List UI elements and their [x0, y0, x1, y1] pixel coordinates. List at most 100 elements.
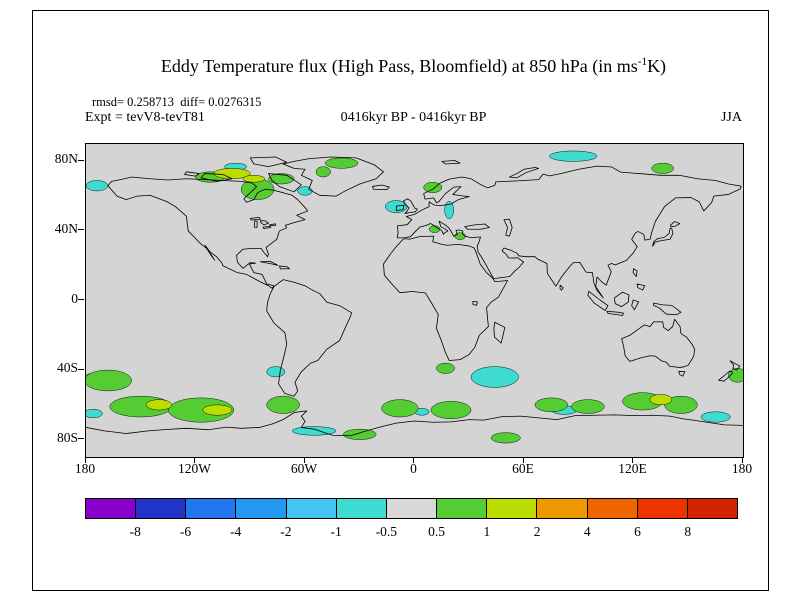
colorbar-tick-label: 0.5: [428, 524, 446, 539]
y-axis-label: 80N: [54, 151, 78, 167]
colorbar-cell: [486, 498, 538, 519]
colorbar-cell: [385, 498, 438, 519]
coastline: [269, 223, 277, 227]
anomaly-patch: [700, 411, 731, 423]
coastline: [718, 370, 733, 382]
coastline: [107, 176, 309, 289]
coastline: [670, 221, 681, 228]
colorbar-cell: [686, 498, 739, 519]
coastline: [259, 220, 269, 226]
coastline: [652, 228, 674, 247]
x-axis-tick: [413, 457, 414, 463]
y-axis-label: 40N: [54, 220, 78, 236]
coastline: [266, 279, 352, 397]
colorbar-cell: [335, 498, 387, 519]
colorbar-cell: [436, 498, 488, 519]
y-axis-tick: [78, 368, 84, 370]
experiment-label: Expt = tevV8-tevT81: [85, 110, 205, 125]
anomaly-patch: [266, 395, 300, 414]
world-map: [86, 144, 743, 457]
anomaly-patch: [444, 201, 454, 219]
coastline: [184, 171, 200, 177]
coastline: [587, 290, 609, 311]
coastline: [493, 321, 506, 344]
coastline: [279, 265, 290, 270]
colorbar-tick-label: 1: [483, 524, 491, 539]
coastline: [472, 300, 478, 306]
colorbar-cell: [285, 498, 337, 519]
coastline: [503, 218, 513, 237]
anomaly-patch: [266, 366, 286, 378]
colorbar-tick-label: 8: [684, 524, 692, 539]
anomaly-patch: [315, 166, 331, 178]
anomaly-patch: [470, 366, 519, 388]
coastline: [464, 223, 490, 230]
anomaly-patch: [534, 397, 569, 413]
y-axis-tick: [78, 299, 84, 300]
coastline: [262, 225, 272, 229]
anomaly-patch: [651, 162, 674, 174]
anomaly-patch: [423, 182, 443, 193]
coastline: [395, 204, 405, 211]
anomaly-patch: [490, 432, 521, 444]
y-axis-label: 40S: [56, 360, 78, 376]
plot-title: Eddy Temperature flux (High Pass, Bloomf…: [85, 56, 742, 77]
anomaly-patch: [649, 394, 673, 406]
anomaly-patch: [343, 428, 377, 440]
colorbar-tick-label: -6: [179, 524, 192, 539]
anomaly-patch: [571, 399, 605, 414]
coastline: [372, 184, 390, 190]
x-axis-tick: [303, 457, 305, 463]
anomaly-patch: [86, 180, 109, 192]
colorbar-tick-label: -2: [280, 524, 292, 539]
coastline: [508, 167, 540, 179]
anomaly-patch: [86, 369, 132, 392]
plot-title-superscript: -1: [637, 56, 648, 68]
coastline: [282, 156, 384, 197]
coastline: [729, 360, 741, 371]
coastline: [403, 198, 418, 214]
x-axis-label: 120W: [178, 461, 211, 476]
colorbar-cell: [185, 498, 237, 519]
y-axis-tick: [78, 159, 84, 161]
coastline: [613, 291, 630, 307]
coastline: [678, 371, 686, 377]
x-axis-label: 180: [731, 461, 753, 476]
coastline: [559, 284, 564, 291]
x-axis-tick: [632, 457, 633, 463]
coastline: [249, 216, 261, 221]
colorbar-tick-label: -1: [330, 524, 342, 539]
rmsd-diff-stats: rmsd= 0.258713 diff= 0.0276315: [92, 95, 262, 109]
anomaly-patch: [145, 399, 173, 411]
colorbar-cell: [586, 498, 638, 519]
colorbar-tick-label: -0.5: [375, 524, 398, 539]
plot-title-text: Eddy Temperature flux (High Pass, Bloomf…: [160, 56, 638, 76]
colorbar-cell: [636, 498, 688, 519]
coastline: [249, 156, 288, 167]
coastline: [441, 160, 461, 165]
map-area: [85, 143, 744, 458]
anomaly-patch: [454, 232, 466, 240]
coastline: [268, 173, 302, 193]
coastline: [396, 165, 742, 299]
colorbar-tick-label: -4: [230, 524, 242, 539]
colorbar-tick-label: -8: [129, 524, 141, 539]
colorbar: [85, 498, 739, 519]
anomaly-patch: [167, 397, 235, 423]
coastline: [632, 268, 638, 277]
coastline: [253, 220, 258, 228]
y-axis-label: 0: [71, 290, 78, 306]
coastline: [621, 318, 696, 368]
season-label: JJA: [720, 110, 742, 125]
x-axis-tick: [84, 457, 86, 463]
anomaly-patch: [549, 150, 598, 162]
x-axis-label: 180: [74, 461, 96, 476]
colorbar-cell: [85, 498, 137, 519]
colorbar-cell: [135, 498, 187, 519]
antarctica-coastline: [86, 410, 743, 437]
coastline: [631, 299, 640, 311]
coastline: [259, 260, 279, 266]
x-axis-label: 60E: [512, 461, 534, 476]
anomaly-patch: [242, 175, 266, 183]
coastline: [606, 310, 624, 316]
